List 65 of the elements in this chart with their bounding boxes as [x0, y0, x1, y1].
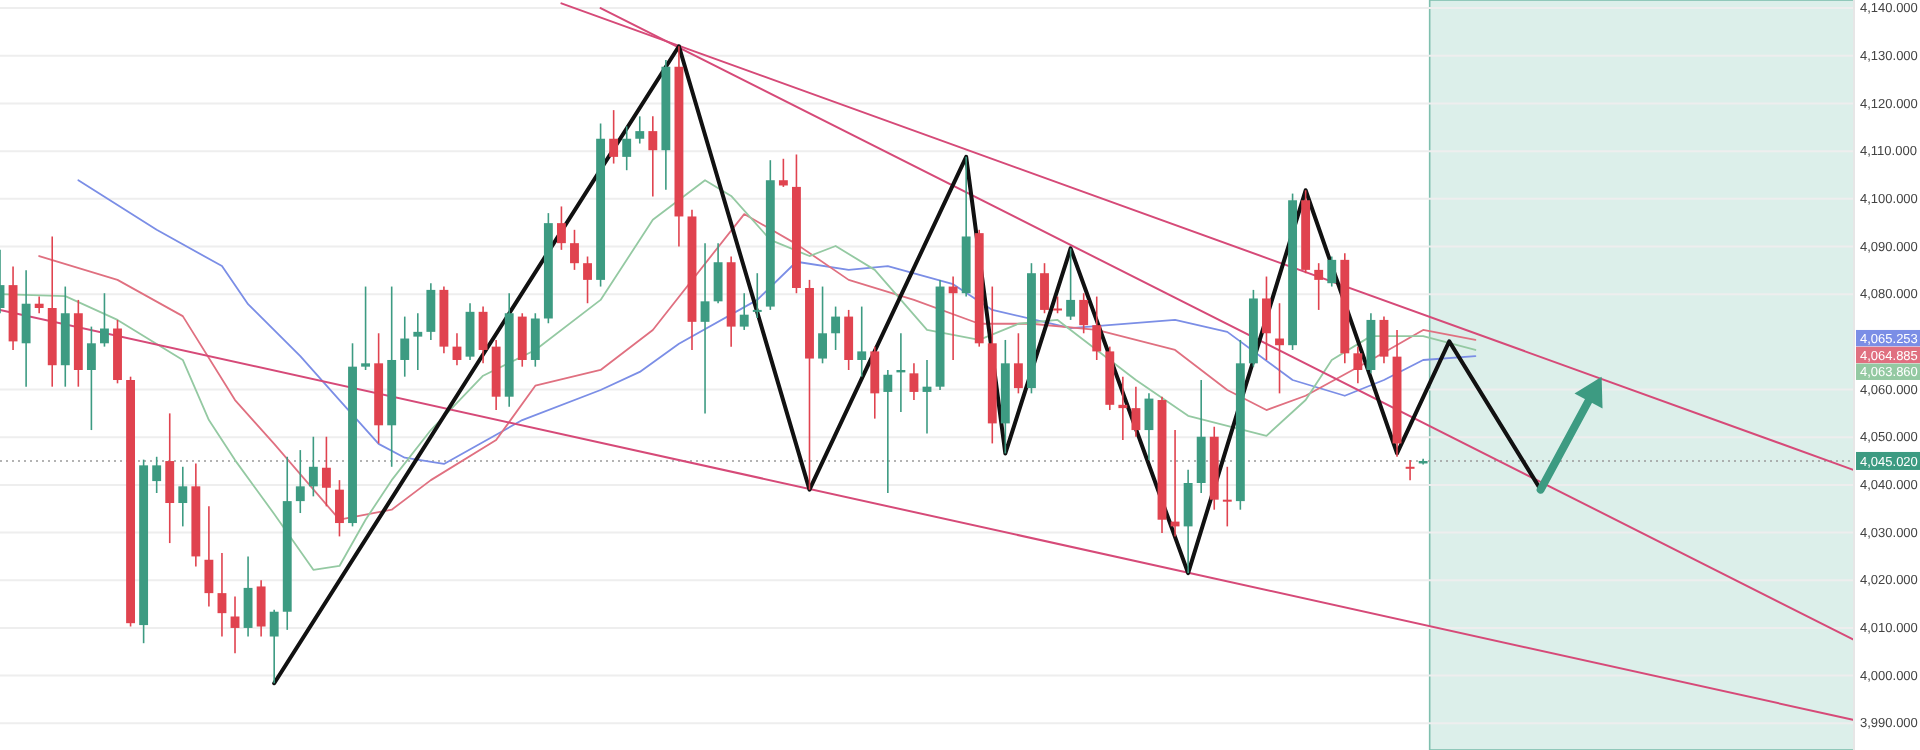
- candlestick: [1013, 332, 1023, 395]
- candlestick: [230, 595, 240, 655]
- candlestick: [86, 325, 96, 431]
- candlestick: [609, 109, 619, 165]
- candlestick: [752, 272, 762, 319]
- candlestick: [1405, 459, 1415, 481]
- candlestick: [648, 115, 658, 198]
- candlestick: [857, 305, 867, 378]
- candlestick: [321, 435, 331, 508]
- line-series: [38, 213, 1477, 521]
- candlestick: [570, 229, 579, 271]
- candlestick: [1040, 262, 1049, 315]
- candlestick: [1222, 465, 1232, 528]
- candlestick: [243, 555, 253, 638]
- candlestick: [217, 552, 227, 638]
- candlestick: [622, 125, 632, 172]
- candlestick: [295, 449, 305, 514]
- candlestick: [426, 282, 436, 341]
- candlestick: [152, 455, 162, 494]
- candlestick: [1379, 315, 1389, 365]
- candlestick: [700, 242, 710, 415]
- candlestick: [1183, 468, 1193, 574]
- candlestick: [1353, 345, 1363, 385]
- candlestick: [948, 275, 958, 361]
- candlestick: [831, 305, 841, 351]
- candlestick: [1262, 275, 1271, 361]
- candlestick: [844, 309, 854, 371]
- candlestick: [465, 302, 475, 361]
- candlestick: [204, 505, 214, 608]
- candlestick: [413, 312, 423, 371]
- candlestick: [269, 609, 279, 685]
- candlestick: [100, 292, 109, 348]
- candlestick: [1275, 302, 1284, 395]
- candlestick: [530, 312, 540, 368]
- candlestick: [256, 579, 266, 638]
- candlestick: [778, 157, 788, 188]
- candlestick: [556, 205, 566, 251]
- candlestick: [1079, 292, 1089, 335]
- candlestick: [1118, 375, 1128, 441]
- candlestick: [883, 369, 893, 494]
- candlestick: [909, 362, 919, 401]
- candlestick: [870, 345, 880, 420]
- candlestick: [583, 255, 592, 305]
- candlestick: [335, 479, 344, 538]
- candlestick: [818, 285, 827, 365]
- line-series: [272, 44, 1543, 686]
- line-series: [77, 179, 1477, 465]
- candlestick: [739, 292, 749, 331]
- candlestick: [1092, 295, 1102, 361]
- candlestick: [517, 312, 527, 368]
- candlestick: [165, 412, 175, 544]
- line-series: [0, 179, 1477, 571]
- candlestick: [1131, 385, 1141, 438]
- candlestick: [1314, 262, 1324, 311]
- candlestick: [1327, 255, 1337, 288]
- candlestick: [178, 465, 188, 528]
- candlestick: [478, 305, 488, 365]
- candlestick: [635, 115, 645, 145]
- candlestick: [1066, 247, 1076, 321]
- candlestick: [400, 315, 410, 378]
- candlestick: [21, 269, 31, 388]
- candlestick: [713, 242, 723, 305]
- candlestick: [308, 435, 318, 498]
- candlestick: [361, 285, 371, 371]
- candlestick: [1196, 379, 1206, 494]
